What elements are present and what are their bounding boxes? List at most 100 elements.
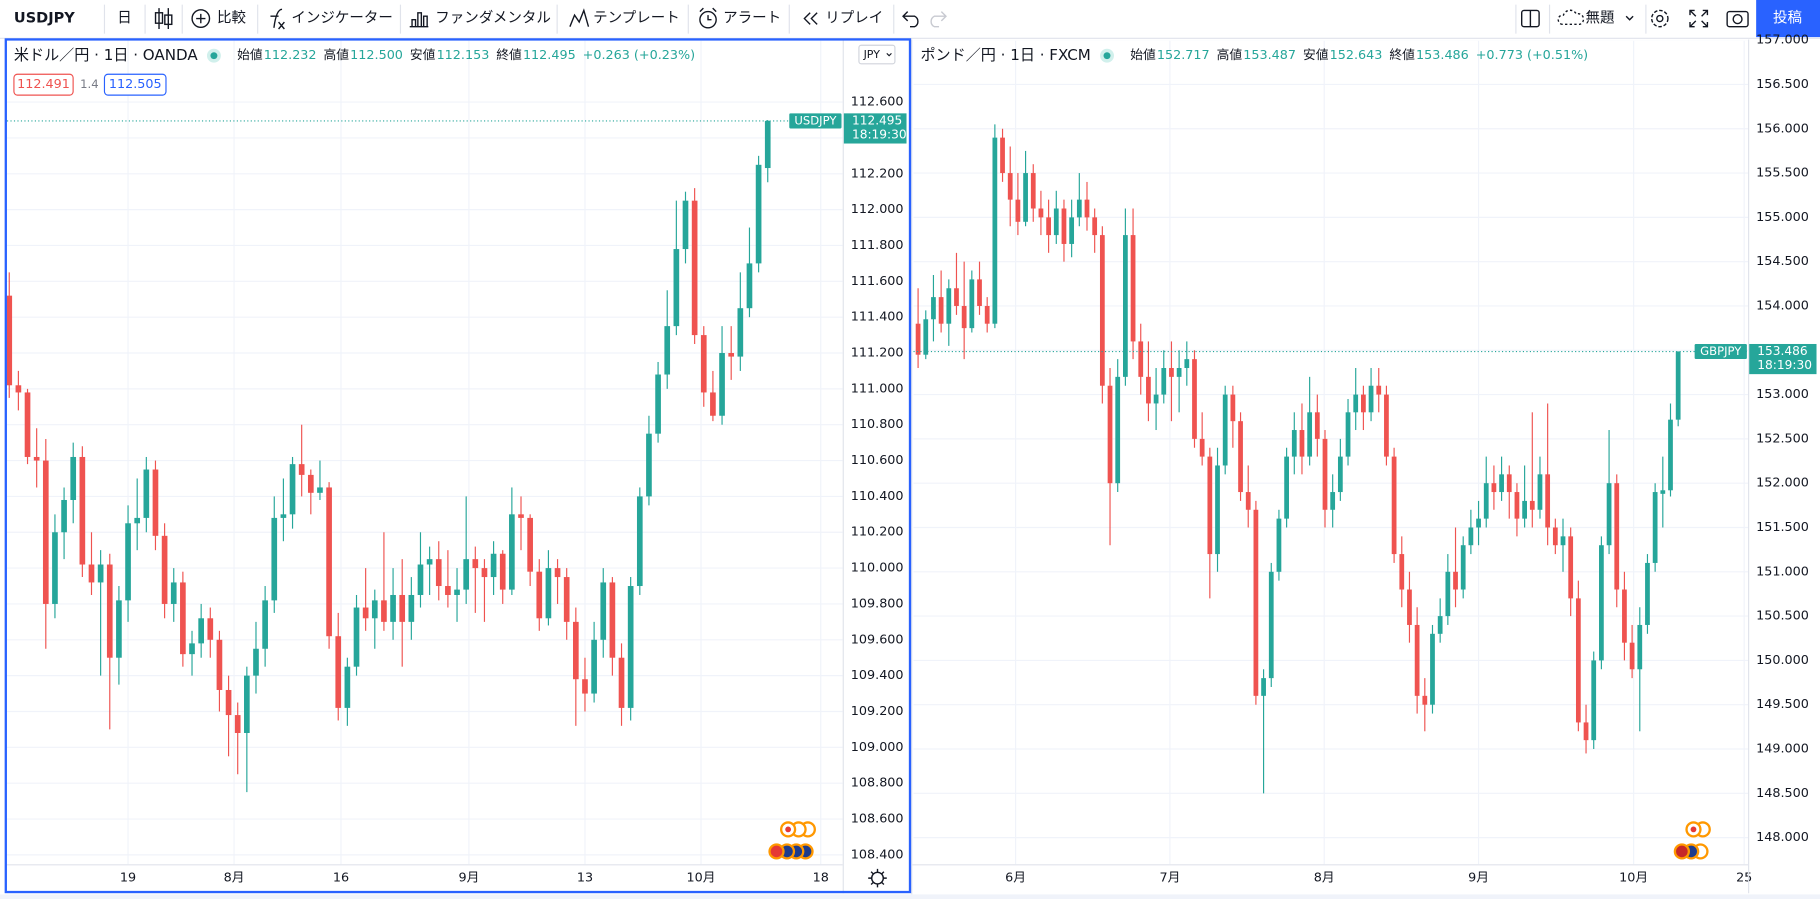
candle-body	[417, 564, 424, 595]
candle-body	[691, 200, 698, 336]
candle-body	[399, 594, 406, 622]
compare-button[interactable]: 比較	[191, 9, 247, 28]
candle-body	[143, 469, 150, 518]
candle-body	[1414, 624, 1420, 696]
layout-button[interactable]	[1521, 9, 1540, 28]
y-tick-label: 148.500	[1756, 786, 1809, 801]
candle-body	[1476, 518, 1481, 528]
indicators-button[interactable]: インジケーター	[270, 8, 393, 30]
candle-body	[1583, 722, 1589, 741]
candle-body	[1184, 359, 1190, 369]
ohlc-label: 安値	[1303, 47, 1329, 63]
candle-body	[1322, 438, 1328, 510]
candle-body	[52, 532, 58, 604]
layout-name: 無題	[1586, 10, 1615, 27]
screenshot-button[interactable]	[1726, 10, 1749, 28]
x-tick-label: 25	[1736, 871, 1752, 886]
ohlc-change: +0.263 (+0.23%)	[583, 48, 695, 63]
y-tick-label: 112.000	[851, 202, 904, 217]
fundamentals-label: ファンダメンタル	[435, 10, 551, 27]
y-tick-label: 108.400	[851, 847, 904, 862]
interval-button[interactable]: 日	[117, 11, 132, 27]
candle-body	[573, 621, 579, 680]
x-tick-label: 10月	[687, 871, 716, 886]
y-tick-label: 156.500	[1756, 77, 1809, 92]
candle-body	[79, 456, 86, 565]
candle-body	[1614, 483, 1620, 590]
y-tick-label: 151.000	[1756, 564, 1809, 579]
candle-body	[682, 200, 689, 250]
layout-name-button[interactable]: 無題	[1557, 10, 1634, 27]
candle-body	[1215, 465, 1220, 555]
x-tick-label: 8月	[224, 871, 245, 886]
symbol-button[interactable]: USDJPY	[14, 11, 75, 27]
events-left[interactable]	[768, 821, 816, 860]
axis-settings-button[interactable]	[868, 868, 887, 888]
indicators-label: インジケーター	[291, 10, 393, 27]
y-tick-label: 110.800	[851, 417, 904, 432]
candle-body	[481, 568, 488, 578]
x-tick-label: 13	[577, 871, 593, 886]
y-tick-label: 154.000	[1756, 298, 1809, 313]
candle-body	[490, 553, 497, 578]
ohlc-value: 112.500	[350, 48, 403, 63]
redo-button[interactable]	[930, 11, 947, 28]
symbol-tag	[789, 113, 842, 129]
x-tick-label: 9月	[458, 871, 479, 886]
icon	[1656, 14, 1664, 23]
market-status-dot	[1103, 52, 1111, 60]
candle-body	[1660, 490, 1666, 494]
candle-body	[710, 392, 716, 416]
x-tick-label: 16	[333, 871, 349, 886]
candle-body	[344, 666, 351, 708]
currency-label: JPY	[863, 48, 881, 61]
y-tick-label: 109.800	[851, 596, 904, 611]
candle-body	[180, 582, 186, 655]
x-tick-label: 8月	[1314, 871, 1335, 886]
candle-body	[42, 460, 49, 604]
candle-body	[1506, 474, 1512, 493]
settings-button[interactable]	[1651, 9, 1669, 28]
bid-box[interactable]	[13, 73, 74, 96]
alert-button[interactable]: アラート	[699, 7, 781, 29]
y-tick-label: 152.500	[1756, 431, 1809, 446]
ohlc-value: 152.717	[1157, 48, 1210, 63]
candle-body	[719, 353, 725, 416]
event-flag[interactable]	[1673, 843, 1691, 860]
icon	[803, 12, 818, 25]
candle-body	[381, 600, 387, 622]
candle-body	[1076, 199, 1082, 218]
candle-body	[764, 120, 771, 169]
symbol-tag	[1694, 343, 1747, 360]
undo-button[interactable]	[902, 11, 919, 28]
y-tick-label: 111.800	[851, 238, 904, 253]
events-right[interactable]	[1673, 821, 1711, 860]
ohlc-label: 始値	[1130, 47, 1156, 63]
publish-button[interactable]	[1756, 0, 1820, 38]
replay-button[interactable]: リプレイ	[803, 10, 883, 27]
fundamentals-button[interactable]: ファンダメンタル	[409, 10, 551, 28]
ohlc-value: 153.486	[1416, 48, 1469, 63]
chart-type-button[interactable]	[154, 8, 173, 29]
candle-body	[1437, 616, 1443, 634]
candle-body	[307, 474, 314, 493]
y-tick-label: 156.000	[1756, 121, 1809, 136]
candle-body	[353, 607, 360, 667]
candle-body	[1284, 456, 1289, 519]
ask-box[interactable]	[103, 73, 167, 96]
event-flag[interactable]	[768, 843, 785, 860]
candle-body	[1361, 394, 1366, 413]
y-tick-label: 109.400	[851, 668, 904, 683]
currency-button[interactable]	[858, 44, 896, 65]
templates-button[interactable]: テンプレート	[569, 8, 680, 27]
candle-body	[216, 639, 223, 690]
candle-body	[1169, 368, 1174, 377]
fullscreen-button[interactable]	[1689, 9, 1709, 28]
x-tick-label: 9月	[1468, 871, 1489, 886]
ohlc-value: 153.487	[1243, 48, 1296, 63]
chart-title: 米ドル／円 · 1日 · OANDA	[14, 46, 198, 64]
ohlc-label: 終値	[496, 47, 522, 63]
icon	[154, 12, 164, 24]
x-tick-label: 6月	[1005, 871, 1026, 886]
candle-body	[961, 305, 967, 329]
